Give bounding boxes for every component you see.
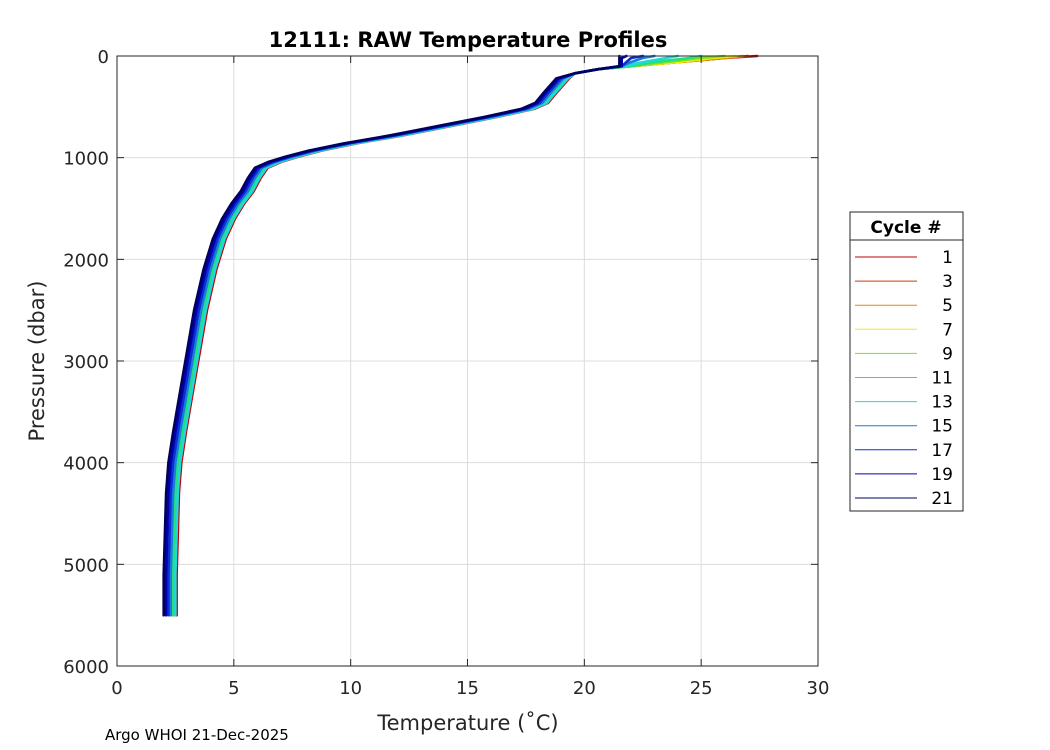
x-tick-label: 5 [228, 678, 239, 699]
profile-line-cycle-21 [162, 54, 621, 617]
axis-ticks: 0 5 10 15 20 25 30 0 1000 2000 3000 4000 5000 6000 [63, 47, 829, 699]
legend-label-cycle-1: 1 [942, 248, 953, 268]
y-tick-label: 5000 [63, 555, 109, 576]
x-tick-label: 0 [111, 678, 122, 699]
y-tick-label: 2000 [63, 250, 109, 271]
chart-title: 12111: RAW Temperature Profiles [269, 28, 668, 52]
y-axis-label: Pressure (dbar) [25, 281, 49, 442]
y-tick-label: 1000 [63, 149, 109, 170]
legend-title: Cycle # [870, 218, 941, 238]
y-tick-label: 3000 [63, 352, 109, 373]
x-tick-label: 25 [690, 678, 713, 699]
legend-label-cycle-21: 21 [931, 489, 953, 509]
legend-label-cycle-15: 15 [931, 417, 953, 437]
x-tick-label: 15 [456, 678, 479, 699]
x-axis-label: Temperature (˚C) [376, 711, 558, 735]
legend-label-cycle-5: 5 [942, 296, 953, 316]
y-tick-label: 4000 [63, 454, 109, 475]
legend-label-cycle-17: 17 [931, 441, 953, 461]
profile-traces [162, 54, 759, 617]
legend-label-cycle-11: 11 [931, 369, 953, 389]
x-tick-label: 30 [807, 678, 830, 699]
legend-label-cycle-19: 19 [931, 465, 953, 485]
x-tick-label: 10 [339, 678, 362, 699]
footer-credit: Argo WHOI 21-Dec-2025 [105, 726, 289, 744]
legend-label-cycle-3: 3 [942, 272, 953, 292]
grid-lines [117, 56, 818, 666]
legend-label-cycle-9: 9 [942, 344, 953, 364]
legend-label-cycle-13: 13 [931, 393, 953, 413]
legend-box [849, 211, 964, 512]
legend-label-cycle-7: 7 [942, 320, 953, 340]
y-tick-label: 6000 [63, 657, 109, 678]
x-tick-label: 20 [573, 678, 596, 699]
y-tick-label: 0 [98, 47, 109, 68]
